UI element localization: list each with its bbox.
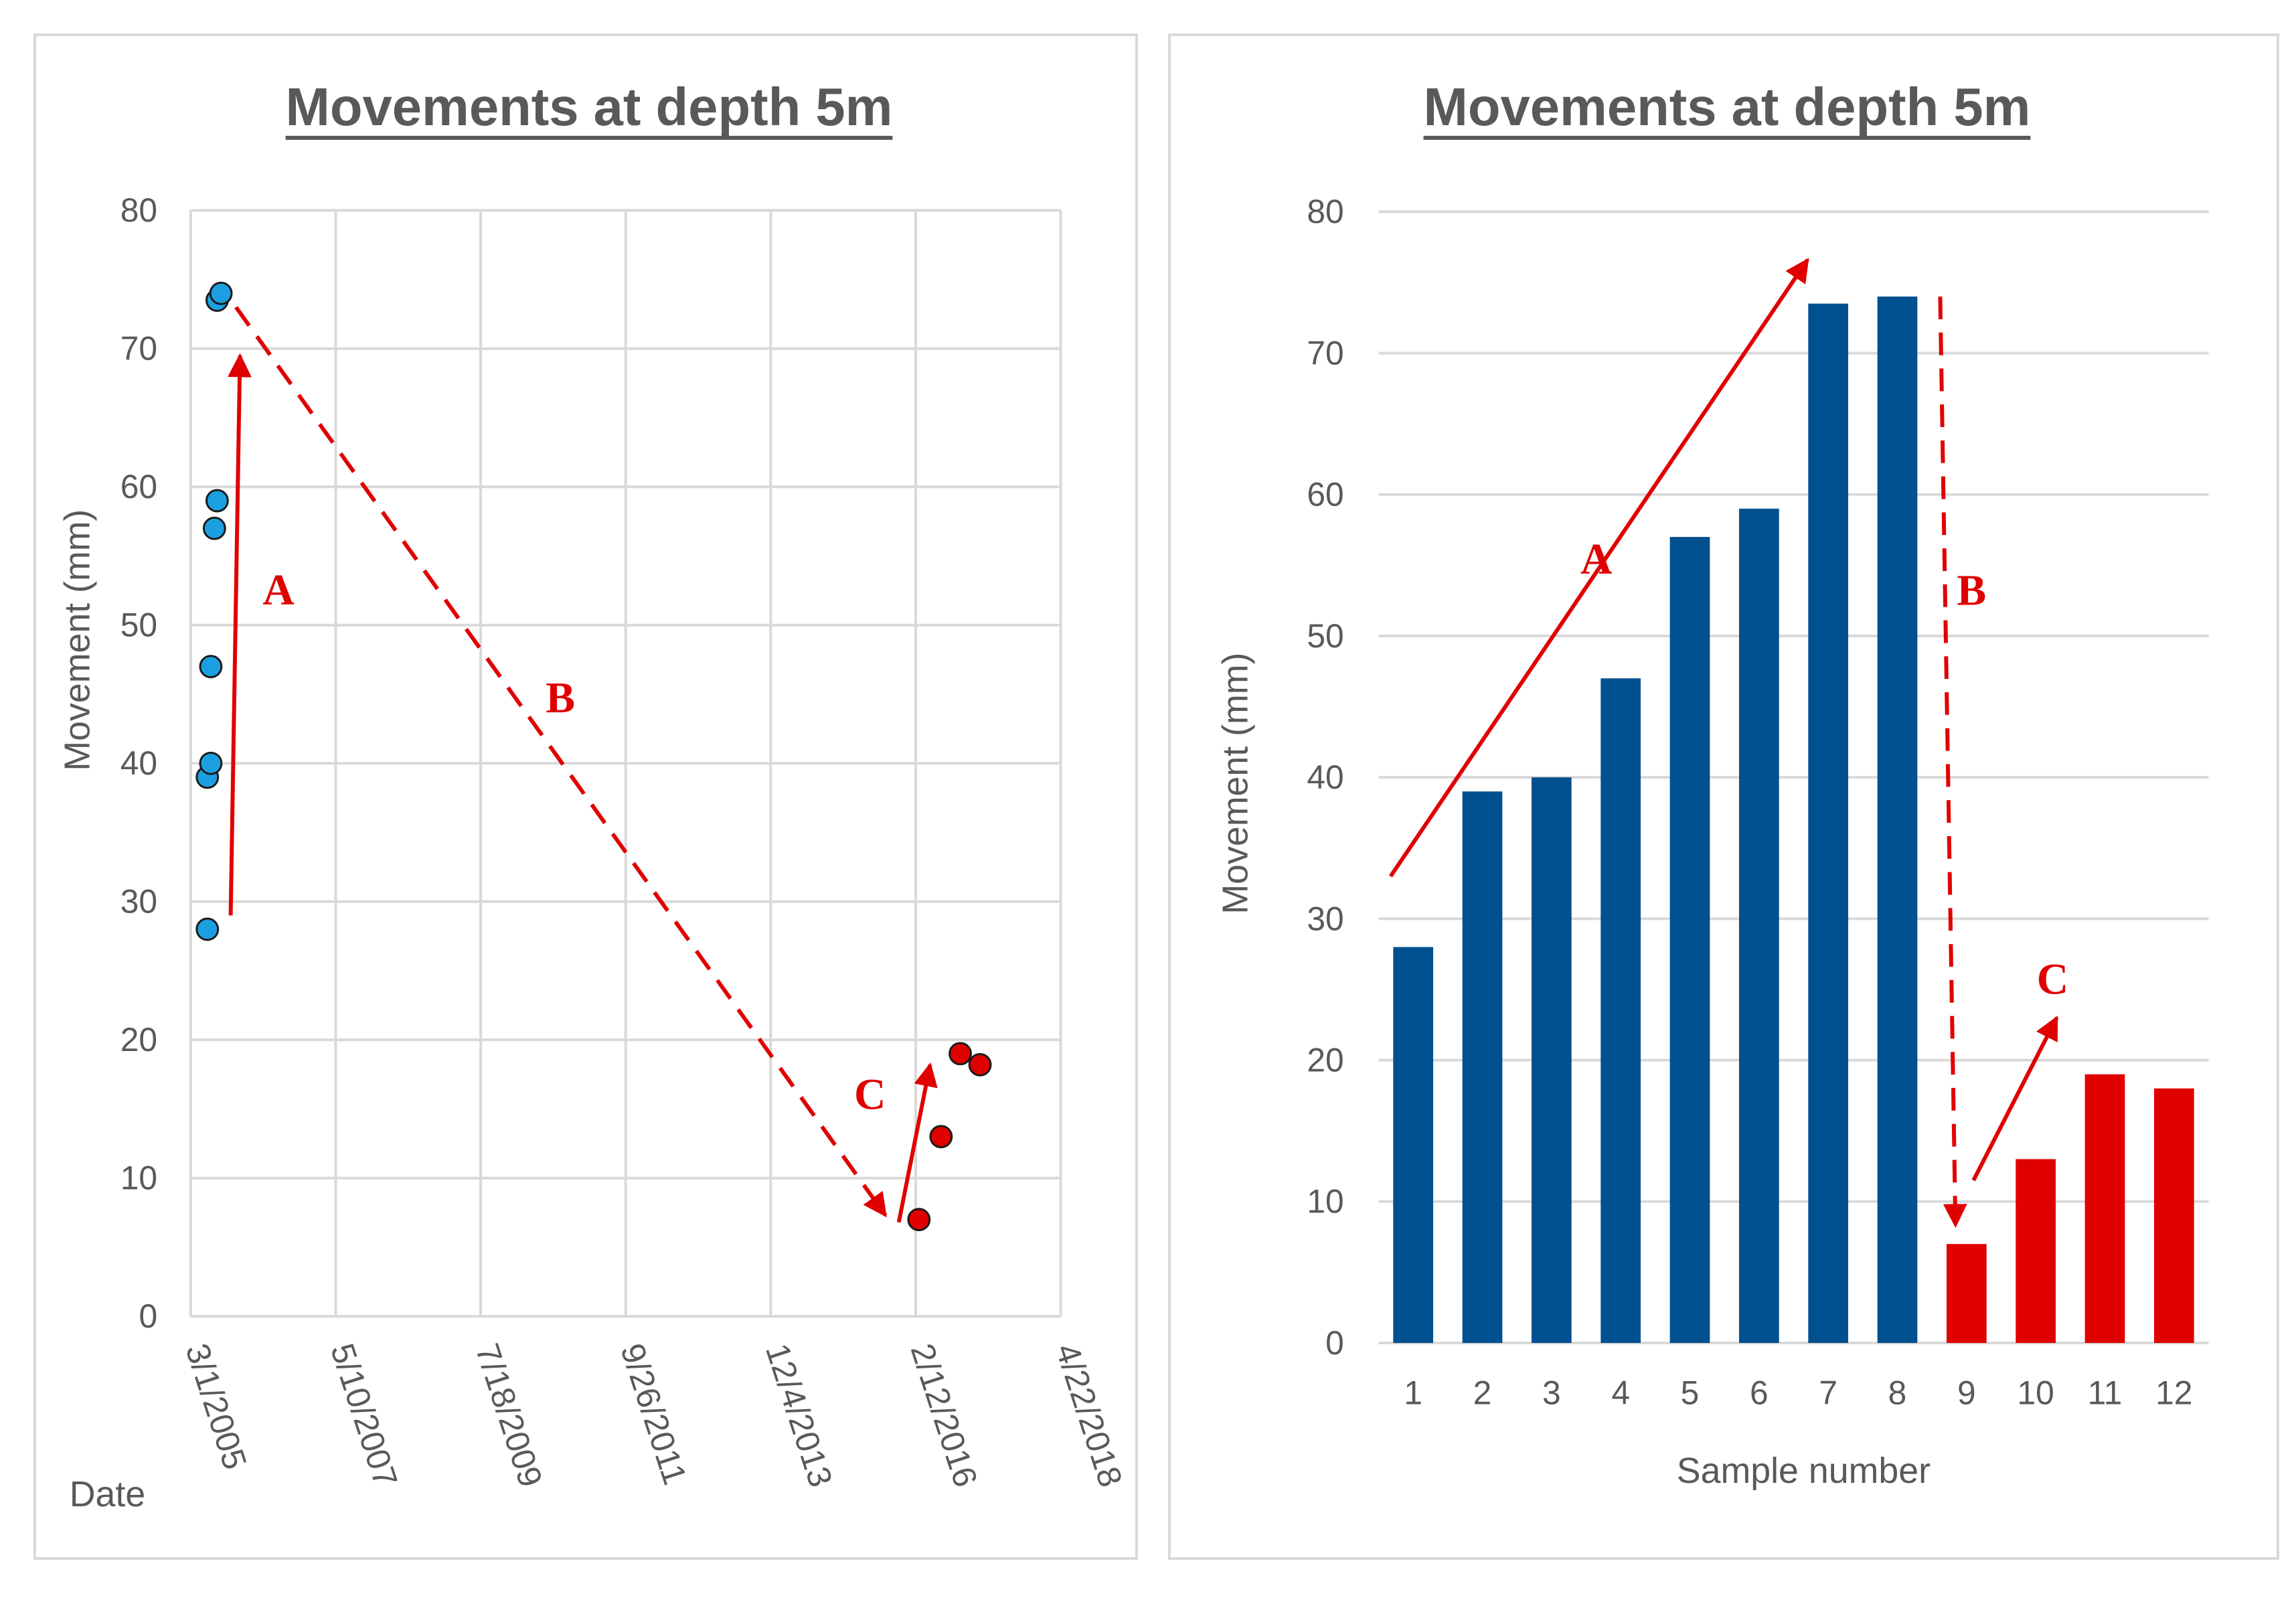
annotation-label-c: C [2037,955,2068,1004]
scatter-x-tick-label: 7/18/2009 [469,1339,550,1492]
scatter-x-tick-labels: 3/1/2005 5/10/2007 7/18/2009 9/26/2011 12/4/… [178,1339,1129,1492]
bar [1738,508,1779,1344]
bar [2084,1074,2125,1344]
scatter-point [199,751,223,775]
scatter-x-tick-label: 5/10/2007 [323,1339,405,1492]
bar-y-axis-label: Movement (mm) [1215,653,1255,914]
bar-x-tick-label: 4 [1611,1374,1630,1412]
bars [1393,296,2194,1344]
scatter-y-tick-label: 20 [120,1021,157,1058]
bar [1393,947,1434,1344]
bar [1462,791,1503,1344]
bar-chart: Movements at depth 5m 01020304050607080 … [1215,77,2209,1491]
bar [1877,296,1918,1344]
scatter-points [195,281,992,1232]
bar-y-tick-label: 10 [1307,1183,1343,1220]
bar-y-tick-label: 70 [1307,334,1343,372]
arrow-b [1938,296,1967,1228]
bar-y-tick-label: 30 [1307,900,1343,937]
scatter-point [199,655,223,679]
bar-x-tick-label: 1 [1404,1374,1422,1412]
bar [1601,678,1641,1344]
scatter-annotation-labels: A B C [262,566,886,1119]
bar-x-tick-label: 2 [1473,1374,1492,1412]
bar-y-tick-labels: 0 10 20 30 40 50 60 70 80 [1307,193,1343,1362]
arrow-a [1388,258,1809,878]
bar [1531,777,1572,1344]
bar-x-tick-label: 6 [1750,1374,1769,1412]
scatter-point [968,1052,992,1076]
scatter-chart: Movements at depth 5m 01020304050607080 … [58,77,1130,1514]
annotation-label-a: A [262,566,294,615]
scatter-y-tick-label: 10 [120,1160,157,1197]
bar-x-tick-labels: 1 2 3 4 5 6 7 8 9 10 11 12 [1404,1374,2192,1412]
scatter-point [907,1208,931,1232]
bar-annotation-arrows [1388,258,2059,1228]
bar [1808,303,1849,1344]
scatter-y-tick-label: 40 [120,744,157,782]
bar-x-tick-label: 9 [1957,1374,1976,1412]
scatter-annotation-arrows [228,306,938,1223]
scatter-x-tick-label: 4/22/2018 [1048,1339,1130,1492]
arrow-c [1971,1016,2059,1182]
bar [1946,1244,1987,1344]
bar-y-tick-label: 20 [1307,1042,1343,1079]
bar-y-tick-label: 80 [1307,193,1343,230]
bar-x-tick-label: 11 [2088,1374,2123,1412]
bar-x-tick-label: 8 [1888,1374,1907,1412]
scatter-chart-title: Movements at depth 5m [286,77,893,137]
bar-annotation-labels: A B C [1580,535,2068,1004]
scatter-point [929,1125,953,1149]
bar-x-tick-label: 3 [1542,1374,1561,1412]
bar-y-tick-label: 40 [1307,758,1343,796]
annotation-label-a: A [1580,535,1612,584]
annotation-label-b: B [1957,566,1986,615]
scatter-x-tick-label: 9/26/2011 [613,1339,694,1489]
arrow-a [228,353,252,916]
scatter-y-tick-label: 0 [139,1297,157,1335]
bar-x-tick-label: 10 [2017,1374,2054,1412]
bar-chart-title: Movements at depth 5m [1424,77,2031,137]
arrow-b [234,306,888,1218]
bar [1669,537,1710,1344]
scatter-x-axis-label: Date [70,1474,145,1514]
scatter-y-tick-labels: 0 10 20 30 40 50 60 70 80 [120,191,157,1335]
scatter-gridlines [189,209,1062,1318]
annotation-label-c: C [854,1070,886,1119]
bar [2016,1159,2056,1344]
scatter-x-tick-label: 3/1/2005 [178,1339,254,1473]
bar-y-tick-label: 0 [1325,1324,1344,1362]
scatter-y-tick-label: 50 [120,607,157,644]
scatter-x-tick-label: 2/12/2016 [904,1339,985,1492]
bar-x-tick-label: 7 [1819,1374,1837,1412]
scatter-y-tick-label: 60 [120,468,157,505]
scatter-point [195,917,220,941]
scatter-chart-panel: Movements at depth 5m 0 10 20 30 40 50 60 70 80 … [33,33,1138,1560]
scatter-x-tick-label: 12/4/2013 [758,1339,840,1492]
scatter-y-tick-label: 80 [120,191,157,229]
scatter-y-tick-label: 30 [120,883,157,921]
bar [2153,1088,2194,1344]
annotation-label-b: B [546,673,575,722]
scatter-point [949,1042,972,1066]
bar-x-axis-label: Sample number [1677,1451,1931,1491]
bar-x-tick-label: 12 [2155,1374,2192,1412]
arrow-c [896,1062,938,1223]
bar-gridlines [1378,210,2209,1345]
scatter-point [202,516,226,540]
bar-y-tick-label: 60 [1307,476,1343,513]
scatter-point [209,281,233,305]
bar-y-tick-label: 50 [1307,617,1343,655]
scatter-y-axis-label: Movement (mm) [58,509,98,771]
scatter-y-tick-label: 70 [120,330,157,368]
bar-chart-panel: Movements at depth 5m 0 10 20 30 40 50 60 70 80 … [1168,33,2279,1560]
scatter-point [205,489,229,513]
bar-x-tick-label: 5 [1681,1374,1700,1412]
